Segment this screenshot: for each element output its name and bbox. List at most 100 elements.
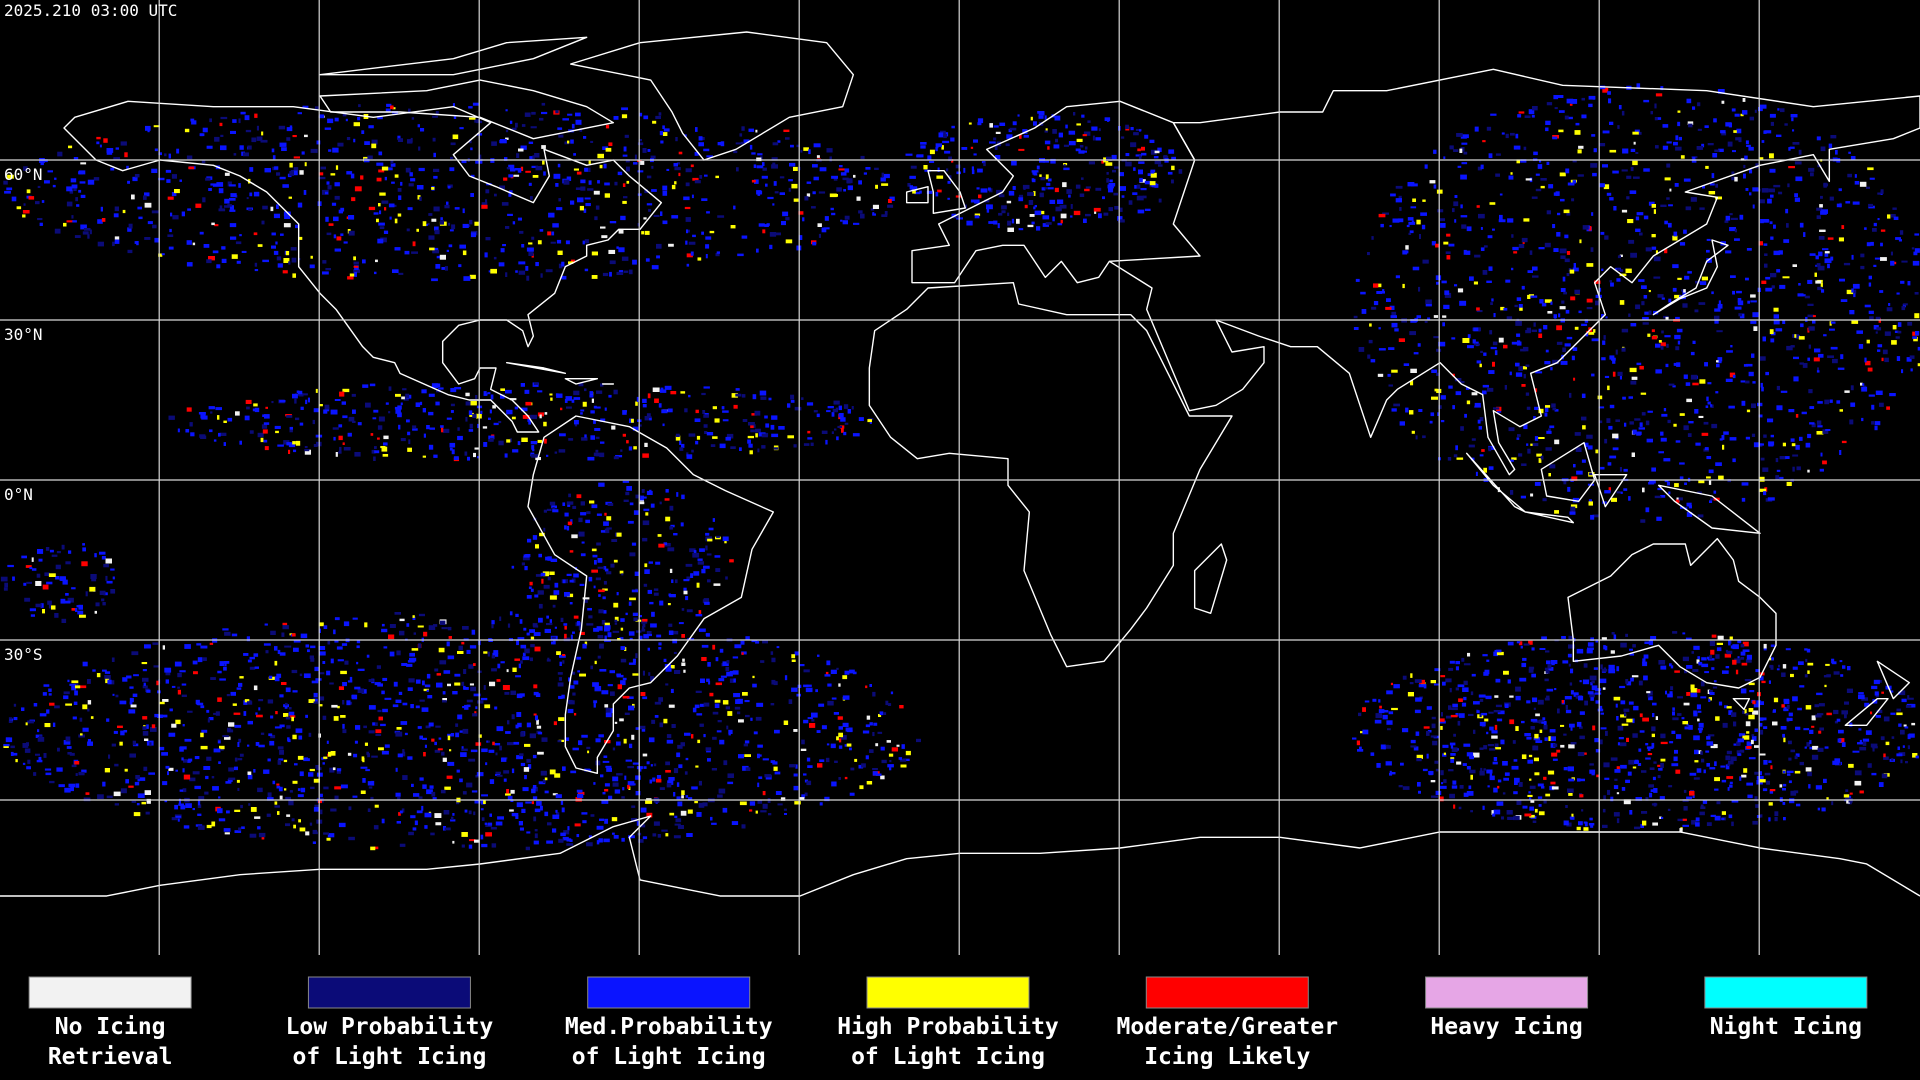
speckle <box>1711 173 1715 179</box>
speckle <box>765 183 768 187</box>
speckle <box>1840 354 1844 360</box>
speckle <box>1633 176 1640 179</box>
speckle <box>69 190 74 194</box>
speckle <box>1687 271 1692 274</box>
speckle <box>1769 789 1774 794</box>
speckle <box>524 743 531 747</box>
speckle <box>596 840 600 845</box>
speckle <box>1722 670 1729 674</box>
speckle <box>1880 257 1887 261</box>
speckle <box>1009 127 1017 131</box>
speckle <box>593 190 600 195</box>
speckle <box>1869 177 1875 180</box>
speckle <box>373 212 379 215</box>
speckle <box>1651 329 1655 333</box>
speckle <box>1646 438 1653 443</box>
speckle <box>1483 745 1488 750</box>
speckle <box>1553 192 1559 196</box>
speckle <box>1468 444 1475 448</box>
speckle <box>1607 789 1611 795</box>
speckle <box>1616 268 1621 271</box>
speckle <box>1709 767 1716 770</box>
speckle <box>22 210 30 214</box>
speckle <box>293 824 296 829</box>
speckle <box>1812 315 1816 318</box>
speckle <box>1672 711 1675 716</box>
speckle <box>1135 128 1142 131</box>
speckle <box>199 133 205 137</box>
speckle <box>197 702 204 706</box>
speckle <box>663 718 668 724</box>
speckle <box>1494 350 1498 356</box>
speckle <box>650 764 653 767</box>
speckle <box>1070 215 1073 218</box>
speckle <box>1605 730 1608 736</box>
speckle <box>1538 804 1542 807</box>
speckle <box>244 415 250 421</box>
speckle <box>1780 108 1785 113</box>
speckle <box>698 802 705 808</box>
speckle <box>1516 333 1521 337</box>
speckle <box>1715 654 1720 659</box>
speckle <box>1831 801 1834 806</box>
speckle <box>773 766 778 771</box>
speckle <box>1133 167 1136 171</box>
speckle <box>1518 366 1523 371</box>
speckle <box>605 147 612 152</box>
speckle <box>158 152 162 156</box>
speckle <box>389 651 395 657</box>
speckle <box>549 769 556 775</box>
speckle <box>1758 414 1763 418</box>
speckle <box>1773 250 1780 256</box>
speckle <box>285 702 288 708</box>
speckle <box>80 162 87 165</box>
speckle <box>690 251 694 256</box>
speckle <box>1431 369 1438 373</box>
speckle <box>304 162 307 167</box>
speckle <box>1602 130 1610 134</box>
speckle <box>487 740 490 743</box>
speckle <box>279 749 284 755</box>
speckle <box>394 612 401 615</box>
speckle <box>327 185 332 190</box>
speckle <box>1707 689 1711 694</box>
speckle <box>214 136 220 142</box>
speckle <box>1439 796 1444 802</box>
speckle <box>666 739 674 744</box>
speckle <box>507 720 510 725</box>
speckle <box>315 388 318 393</box>
speckle <box>489 409 492 414</box>
speckle <box>1448 667 1454 671</box>
speckle <box>515 122 518 128</box>
speckle <box>11 196 17 202</box>
speckle <box>1109 179 1113 183</box>
speckle <box>102 669 107 672</box>
speckle <box>432 137 436 142</box>
speckle <box>417 625 424 628</box>
speckle <box>1114 166 1120 169</box>
speckle <box>298 390 303 395</box>
speckle <box>1651 204 1656 208</box>
speckle <box>449 442 456 448</box>
speckle <box>429 785 434 789</box>
speckle <box>415 679 421 684</box>
speckle <box>1489 748 1496 751</box>
speckle <box>360 175 364 180</box>
speckle <box>444 204 450 209</box>
speckle <box>898 757 903 760</box>
speckle <box>1825 429 1831 431</box>
speckle <box>1679 413 1685 416</box>
speckle <box>753 164 757 168</box>
speckle <box>1666 481 1670 486</box>
speckle <box>806 181 812 184</box>
speckle <box>1824 746 1829 749</box>
speckle <box>346 137 351 141</box>
speckle <box>1704 671 1709 674</box>
speckle <box>223 442 226 446</box>
speckle <box>447 655 455 660</box>
speckle <box>340 670 347 675</box>
speckle <box>87 739 91 744</box>
speckle <box>1701 432 1709 436</box>
speckle <box>601 235 608 239</box>
